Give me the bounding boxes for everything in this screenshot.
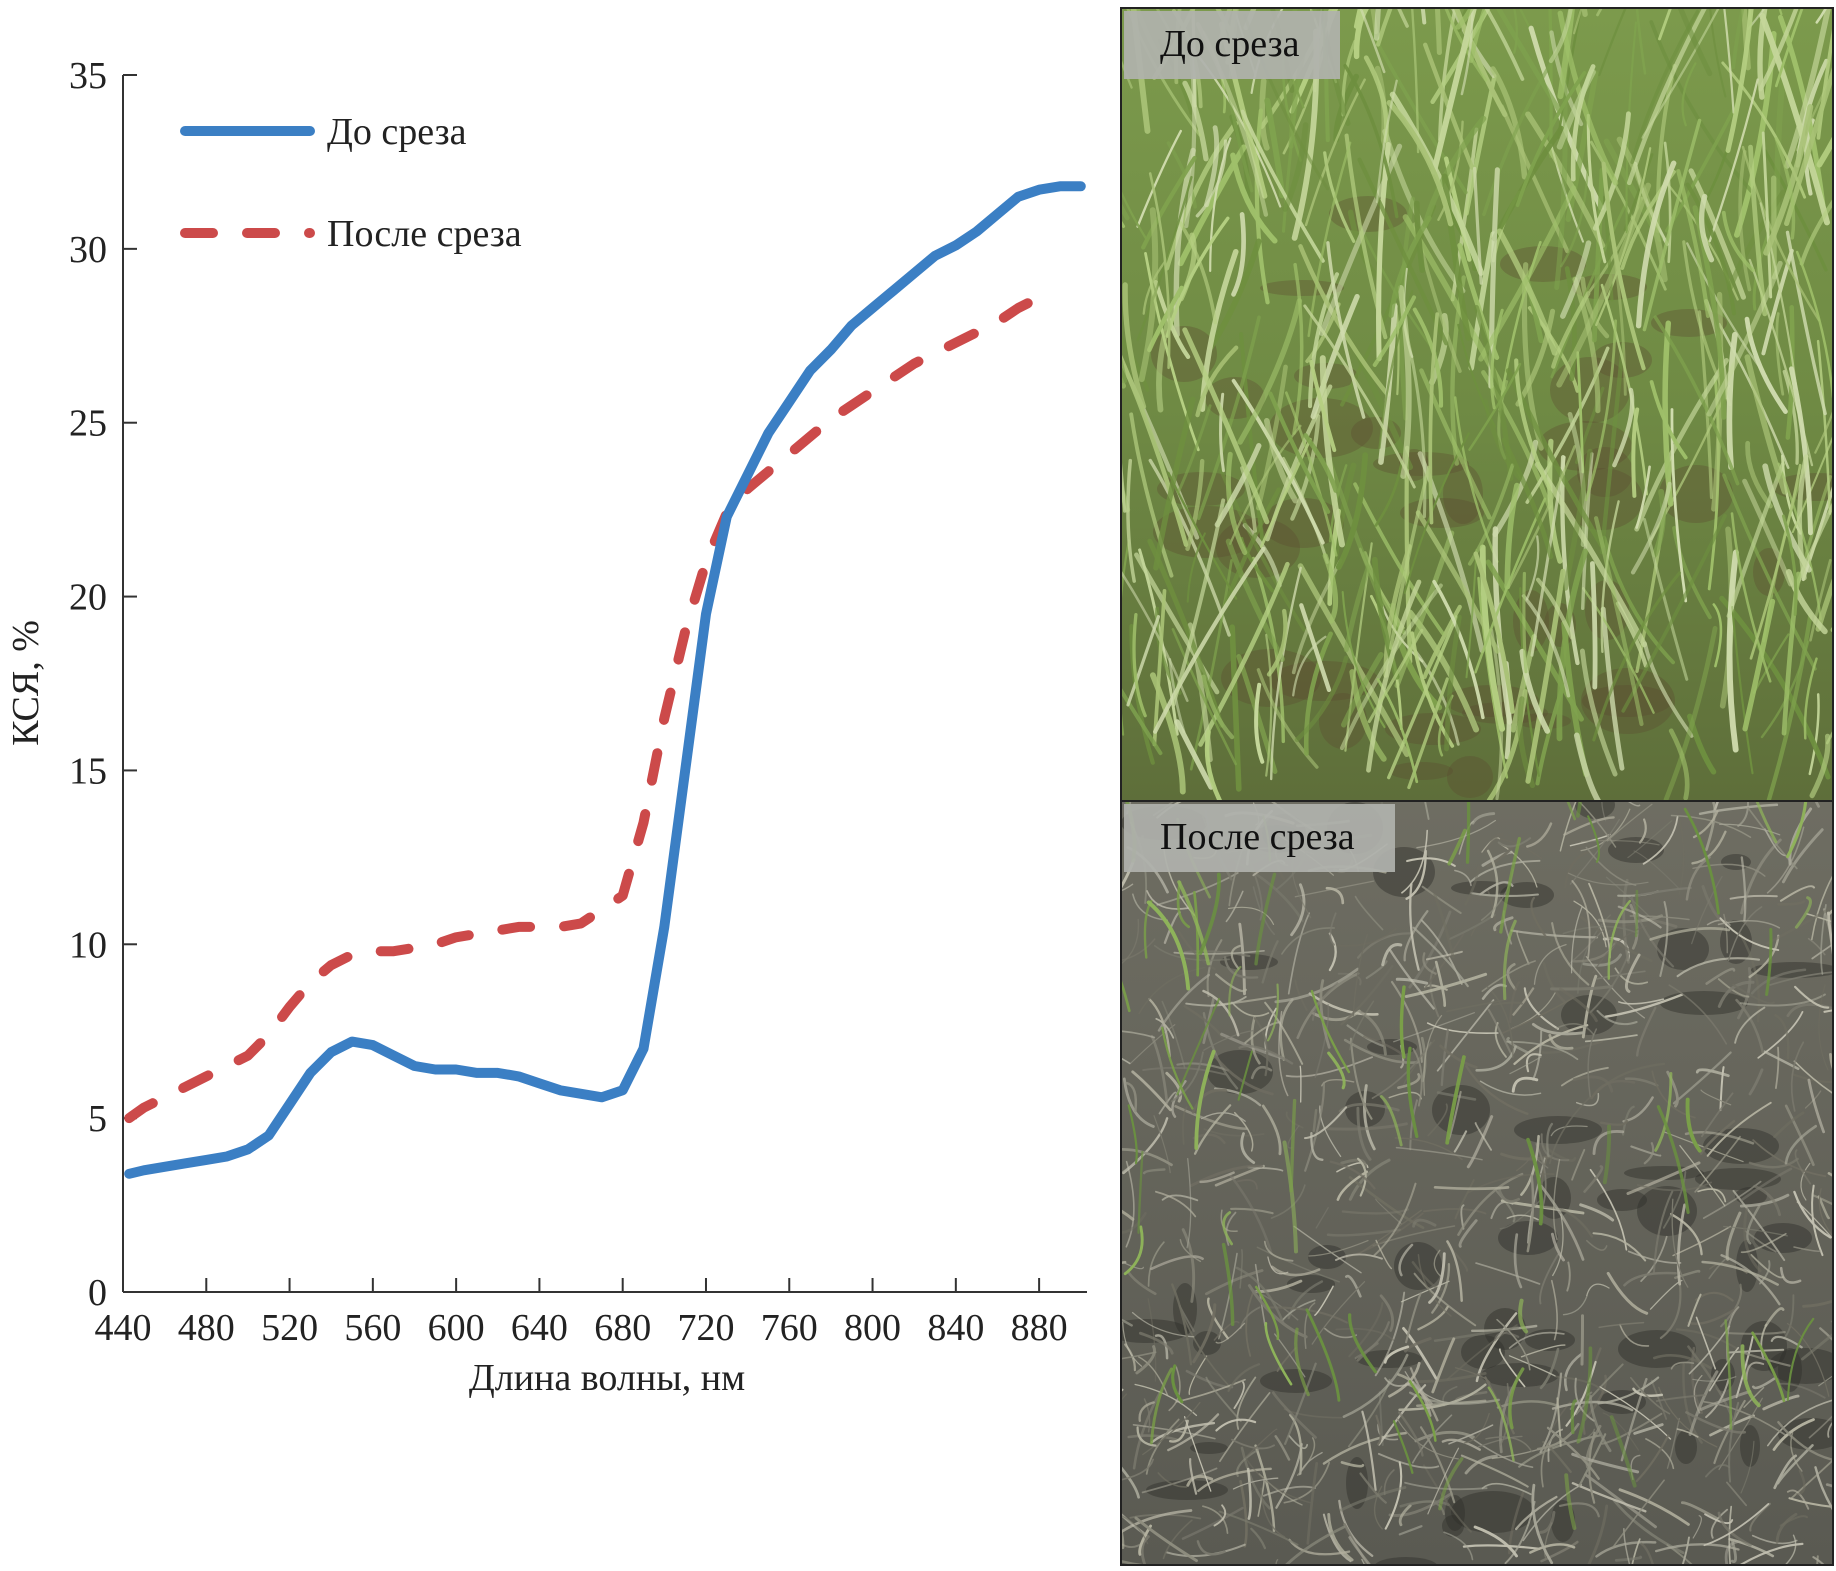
x-tick-label: 440	[95, 1307, 152, 1349]
stubble-photo-image	[1122, 802, 1832, 1564]
x-tick-label: 720	[677, 1307, 734, 1349]
x-ticks: 440 480 520 560 600 640 680 720 760 800 840 880	[95, 1278, 1068, 1349]
reflectance-chart: 0 5 10 15 20 25 30 35 440 480 520 560 600 640 680 720 7…	[5, 55, 1087, 1399]
x-tick-label: 880	[1011, 1307, 1068, 1349]
photo-label-after: После среза	[1124, 804, 1395, 872]
series-layer	[124, 181, 1086, 1179]
x-tick-label: 840	[927, 1307, 984, 1349]
photo-after-cut: После среза	[1120, 800, 1834, 1566]
y-ticks: 0 5 10 15 20 25 30 35	[69, 55, 137, 1314]
x-tick-label: 560	[344, 1307, 401, 1349]
x-tick-label: 640	[511, 1307, 568, 1349]
y-tick-label: 30	[69, 229, 107, 271]
x-tick-label: 480	[178, 1307, 235, 1349]
x-axis-title: Длина волны, нм	[469, 1357, 745, 1399]
y-tick-label: 15	[69, 750, 107, 792]
chart-axes	[122, 75, 1087, 1293]
y-tick-label: 10	[69, 924, 107, 966]
legend-label-before: До среза	[327, 111, 467, 153]
x-tick-label: 760	[761, 1307, 818, 1349]
series-line-after-cut	[124, 292, 1045, 1124]
chart-legend: До среза После среза	[180, 111, 522, 255]
y-tick-label: 5	[88, 1098, 107, 1140]
grass-photo-image	[1122, 9, 1832, 800]
legend-label-after: После среза	[327, 213, 522, 255]
y-tick-label: 0	[88, 1272, 107, 1314]
x-tick-label: 520	[261, 1307, 318, 1349]
y-axis-title: КСЯ, %	[5, 620, 47, 746]
y-tick-label: 20	[69, 577, 107, 619]
photo-before-cut: До среза	[1120, 7, 1834, 802]
x-tick-label: 680	[594, 1307, 651, 1349]
y-tick-label: 35	[69, 55, 107, 97]
x-tick-label: 800	[844, 1307, 901, 1349]
photo-label-before: До среза	[1124, 11, 1340, 79]
y-tick-label: 25	[69, 403, 107, 445]
x-tick-label: 600	[428, 1307, 485, 1349]
series-line-before-cut	[124, 181, 1086, 1179]
